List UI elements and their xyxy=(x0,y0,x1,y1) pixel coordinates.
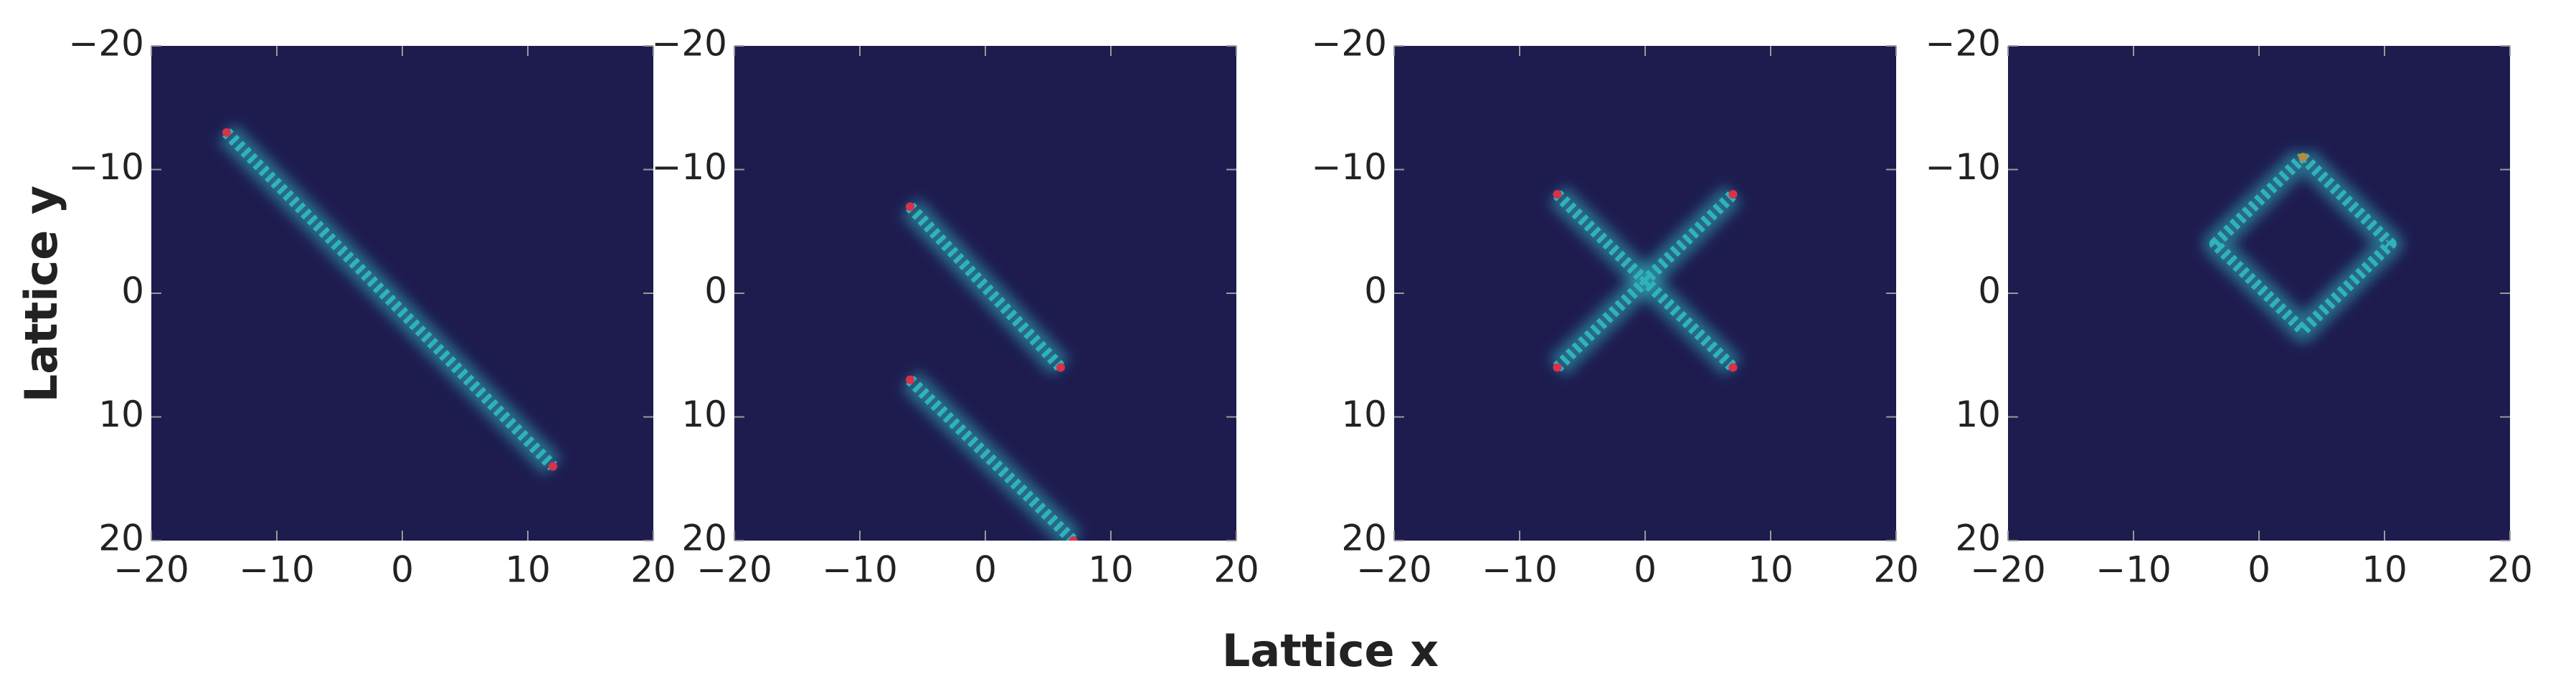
series-group xyxy=(2202,148,2403,343)
series-line xyxy=(1553,190,1738,372)
x-tick-label: 10 xyxy=(1088,549,1134,591)
x-tick-label: −20 xyxy=(113,549,189,591)
x-axis-label: Lattice x xyxy=(1222,624,1439,677)
x-tick-label: −10 xyxy=(822,549,898,591)
x-tick-label: −10 xyxy=(1482,549,1558,591)
end-site xyxy=(222,128,231,137)
y-tick-label: −10 xyxy=(651,146,727,188)
series-line xyxy=(222,128,557,471)
x-tick-label: −20 xyxy=(696,549,772,591)
end-site xyxy=(1069,536,1078,541)
series-group xyxy=(217,123,562,475)
end-site xyxy=(2298,153,2308,162)
series-line xyxy=(906,376,1078,541)
end-site xyxy=(1728,190,1738,199)
x-tick-label: 10 xyxy=(505,549,551,591)
x-tick-label: 20 xyxy=(630,549,676,591)
end-site xyxy=(1553,363,1562,372)
end-site xyxy=(1056,363,1065,372)
y-tick-label: 10 xyxy=(1341,394,1387,435)
y-tick-label: −20 xyxy=(1311,23,1387,65)
y-tick-label: 10 xyxy=(681,394,727,435)
y-tick-label: −20 xyxy=(1925,23,2001,65)
y-tick-label: 20 xyxy=(98,518,144,559)
series-glow xyxy=(2202,148,2403,343)
x-tick-label: 10 xyxy=(2362,549,2407,591)
end-site xyxy=(549,462,557,471)
end-site xyxy=(1728,363,1738,372)
x-tick-label: −10 xyxy=(2096,549,2172,591)
y-tick-label: 0 xyxy=(121,270,144,312)
x-tick-label: 20 xyxy=(1873,549,1919,591)
plot-background xyxy=(151,46,653,541)
end-site xyxy=(906,375,914,384)
y-tick-label: 20 xyxy=(681,518,727,559)
y-tick-label: −20 xyxy=(651,23,727,65)
x-tick-label: 0 xyxy=(391,549,414,591)
x-tick-label: −20 xyxy=(1356,549,1432,591)
series-group xyxy=(1548,185,1742,376)
series-group xyxy=(901,198,1070,376)
y-tick-label: 10 xyxy=(1955,394,2001,435)
x-tick-label: −20 xyxy=(1970,549,2046,591)
y-axis-label: Lattice y xyxy=(15,186,67,403)
y-tick-label: −10 xyxy=(68,146,144,188)
y-tick-label: 20 xyxy=(1955,518,2001,559)
series-group xyxy=(901,371,1082,541)
x-tick-label: 0 xyxy=(1634,549,1657,591)
x-tick-label: 20 xyxy=(2487,549,2533,591)
x-tick-label: 0 xyxy=(2248,549,2270,591)
y-tick-label: 20 xyxy=(1341,518,1387,559)
x-tick-label: 10 xyxy=(1748,549,1794,591)
end-site xyxy=(1553,190,1562,199)
y-tick-label: 10 xyxy=(98,394,144,435)
y-tick-label: −10 xyxy=(1925,146,2001,188)
y-tick-label: 0 xyxy=(1364,270,1387,312)
y-tick-label: −20 xyxy=(68,23,144,65)
y-tick-label: −10 xyxy=(1311,146,1387,188)
end-site xyxy=(906,202,914,212)
x-tick-label: 0 xyxy=(974,549,997,591)
x-tick-label: 20 xyxy=(1213,549,1259,591)
x-tick-label: −10 xyxy=(239,549,315,591)
y-tick-label: 0 xyxy=(1978,270,2001,312)
y-tick-label: 0 xyxy=(704,270,727,312)
series-line xyxy=(906,202,1065,371)
